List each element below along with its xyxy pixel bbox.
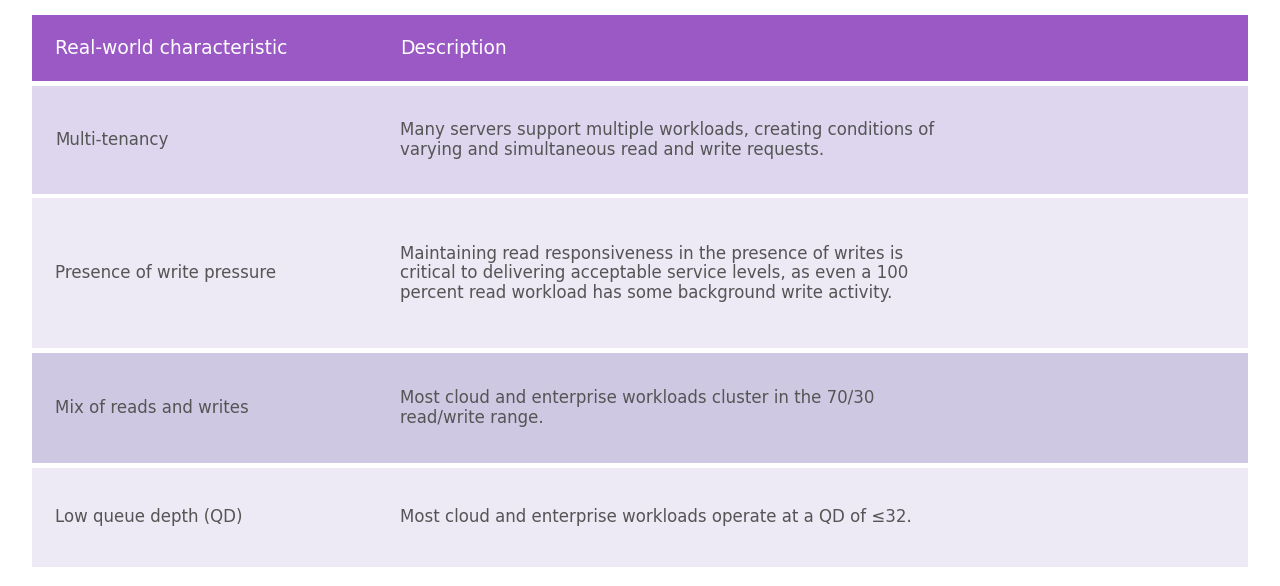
Text: read/write range.: read/write range. xyxy=(399,408,544,427)
Text: Most cloud and enterprise workloads cluster in the 70/30: Most cloud and enterprise workloads clus… xyxy=(399,389,874,407)
Bar xyxy=(32,199,1248,348)
Text: Most cloud and enterprise workloads operate at a QD of ≤32.: Most cloud and enterprise workloads oper… xyxy=(399,508,911,526)
Text: Mix of reads and writes: Mix of reads and writes xyxy=(55,399,248,417)
Bar xyxy=(32,86,1248,194)
Text: varying and simultaneous read and write requests.: varying and simultaneous read and write … xyxy=(399,141,824,159)
Text: critical to delivering acceptable service levels, as even a 100: critical to delivering acceptable servic… xyxy=(399,264,909,282)
Text: Maintaining read responsiveness in the presence of writes is: Maintaining read responsiveness in the p… xyxy=(399,245,904,263)
Bar xyxy=(32,468,1248,567)
Text: percent read workload has some background write activity.: percent read workload has some backgroun… xyxy=(399,284,892,302)
Text: Real-world characteristic: Real-world characteristic xyxy=(55,39,288,57)
Text: Multi-tenancy: Multi-tenancy xyxy=(55,131,169,149)
Text: Low queue depth (QD): Low queue depth (QD) xyxy=(55,508,242,526)
Bar xyxy=(32,15,1248,81)
Text: Description: Description xyxy=(399,39,507,57)
Text: Presence of write pressure: Presence of write pressure xyxy=(55,264,276,282)
Text: Many servers support multiple workloads, creating conditions of: Many servers support multiple workloads,… xyxy=(399,121,934,139)
Bar xyxy=(32,353,1248,464)
